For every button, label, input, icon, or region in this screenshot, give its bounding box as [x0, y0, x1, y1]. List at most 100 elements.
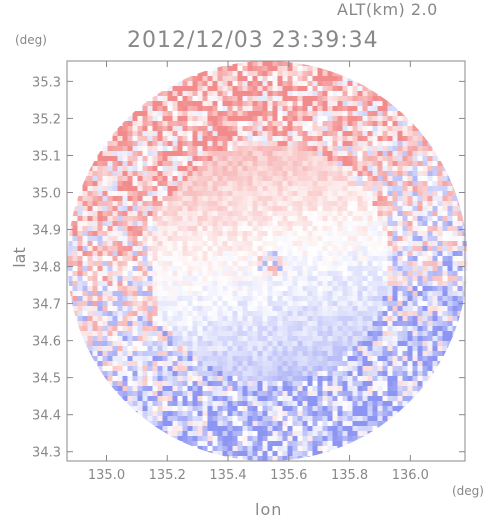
field-cell	[232, 81, 239, 87]
field-cell	[297, 301, 304, 307]
field-cell	[382, 331, 389, 337]
field-cell	[357, 186, 364, 192]
field-cell	[142, 256, 149, 262]
field-cell	[262, 216, 269, 222]
field-cell	[307, 251, 314, 257]
field-cell	[192, 301, 199, 307]
field-cell	[167, 371, 174, 377]
field-cell	[92, 161, 99, 167]
field-cell	[187, 121, 194, 127]
field-cell	[147, 141, 154, 147]
field-cell	[97, 216, 104, 222]
field-cell	[342, 141, 349, 147]
field-cell	[387, 346, 394, 352]
field-cell	[92, 171, 99, 177]
field-cell	[172, 401, 179, 407]
field-cell	[232, 226, 239, 232]
field-cell	[232, 281, 239, 287]
field-cell	[122, 241, 129, 247]
field-cell	[312, 421, 319, 427]
field-cell	[437, 286, 444, 292]
field-cell	[227, 76, 234, 82]
field-cell	[397, 161, 404, 167]
field-cell	[197, 231, 204, 237]
field-cell	[147, 206, 154, 212]
field-cell	[242, 126, 249, 132]
field-cell	[187, 261, 194, 267]
field-cell	[332, 136, 339, 142]
field-cell	[402, 386, 409, 392]
field-cell	[197, 86, 204, 92]
field-cell	[447, 356, 454, 362]
field-cell	[107, 206, 114, 212]
field-cell	[97, 226, 104, 232]
field-cell	[212, 316, 219, 322]
field-cell	[222, 116, 229, 122]
field-cell	[267, 191, 274, 197]
field-cell	[117, 291, 124, 297]
field-cell	[337, 256, 344, 262]
field-cell	[247, 326, 254, 332]
field-cell	[277, 136, 284, 142]
field-cell	[382, 241, 389, 247]
field-cell	[402, 286, 409, 292]
field-cell	[277, 371, 284, 377]
field-cell	[172, 241, 179, 247]
field-cell	[332, 161, 339, 167]
field-cell	[232, 251, 239, 257]
field-cell	[202, 366, 209, 372]
field-cell	[192, 341, 199, 347]
field-cell	[312, 256, 319, 262]
field-cell	[442, 206, 449, 212]
field-cell	[412, 196, 419, 202]
field-cell	[307, 326, 314, 332]
field-cell	[142, 406, 149, 412]
field-cell	[252, 306, 259, 312]
field-cell	[192, 296, 199, 302]
field-cell	[252, 391, 259, 397]
field-cell	[412, 136, 419, 142]
field-cell	[242, 381, 249, 387]
field-cell	[342, 101, 349, 107]
field-cell	[237, 421, 244, 427]
field-cell	[227, 171, 234, 177]
field-cell	[157, 221, 164, 227]
field-cell	[252, 276, 259, 282]
field-cell	[372, 306, 379, 312]
field-cell	[287, 311, 294, 317]
field-cell	[272, 121, 279, 127]
field-cell	[257, 186, 264, 192]
field-cell	[342, 371, 349, 377]
field-cell	[222, 426, 229, 432]
field-cell	[337, 401, 344, 407]
field-cell	[242, 71, 249, 77]
field-cell	[187, 266, 194, 272]
field-cell	[142, 181, 149, 187]
field-cell	[257, 236, 264, 242]
field-cell	[212, 371, 219, 377]
field-cell	[82, 271, 89, 277]
field-cell	[417, 176, 424, 182]
field-cell	[362, 351, 369, 357]
field-cell	[102, 351, 109, 357]
field-cell	[422, 341, 429, 347]
field-cell	[287, 326, 294, 332]
field-cell	[267, 261, 274, 267]
field-cell	[467, 236, 468, 242]
field-cell	[202, 171, 209, 177]
field-cell	[117, 376, 124, 382]
field-cell	[267, 276, 274, 282]
field-cell	[232, 421, 239, 427]
field-cell	[282, 241, 289, 247]
field-cell	[327, 391, 334, 397]
field-cell	[452, 286, 459, 292]
field-cell	[457, 226, 464, 232]
field-cell	[362, 246, 369, 252]
field-cell	[182, 206, 189, 212]
field-cell	[137, 266, 144, 272]
field-cell	[137, 196, 144, 202]
field-cell	[102, 291, 109, 297]
field-cell	[317, 361, 324, 367]
field-cell	[122, 186, 129, 192]
field-cell	[212, 361, 219, 367]
